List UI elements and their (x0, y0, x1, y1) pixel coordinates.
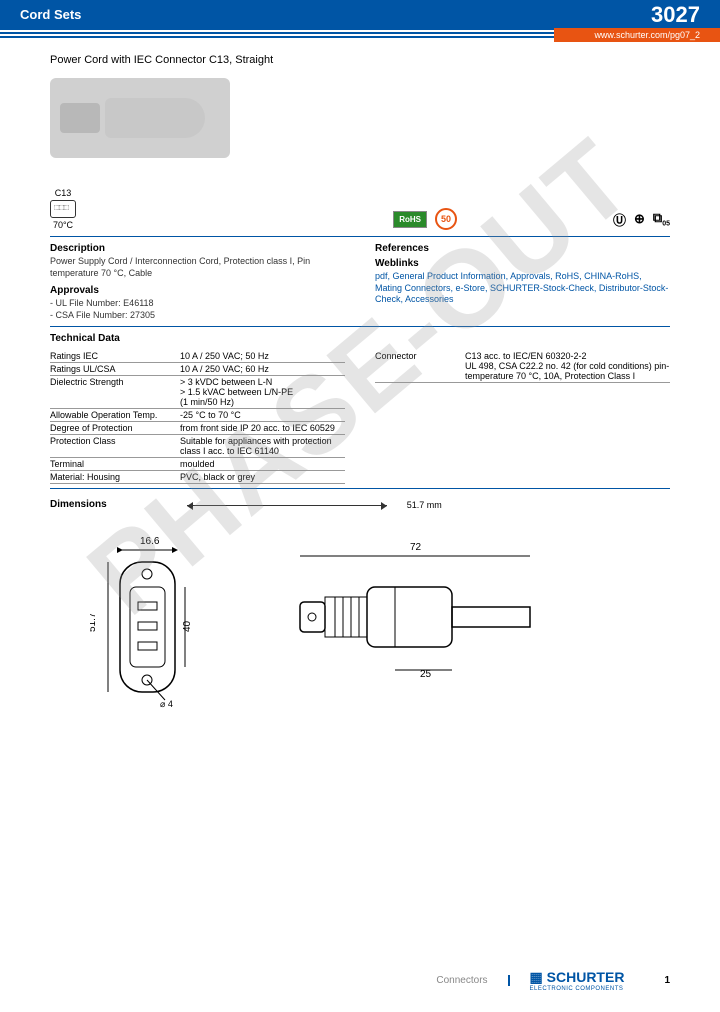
divider (50, 236, 670, 237)
dimensions-title: Dimensions (50, 499, 107, 510)
tech-row: Ratings UL/CSA10 A / 250 VAC; 60 Hz (50, 363, 345, 376)
tech-row: Dielectric Strength> 3 kVDC between L-N>… (50, 376, 345, 409)
part-number: 3027 (651, 2, 700, 28)
footer: Connectors ▦ SCHURTER ELECTRONIC COMPONE… (0, 969, 720, 992)
description-text: Power Supply Cord / Interconnection Cord… (50, 256, 345, 279)
svg-text:25: 25 (420, 669, 432, 680)
c13-temp: 70°C (50, 220, 76, 230)
dim-w: 16.6 (140, 536, 160, 547)
header-bar: Cord Sets 3027 (0, 0, 720, 28)
header-stripes: www.schurter.com/pg07_2 (0, 28, 720, 40)
weblinks-title: Weblinks (375, 258, 670, 269)
tech-row: Material: HousingPVC, black or grey (50, 471, 345, 484)
c13-label: C13 (50, 188, 76, 198)
divider (50, 326, 670, 327)
company-logo: ▦ SCHURTER (530, 969, 625, 985)
weblinks-text[interactable]: pdf, General Product Information, Approv… (375, 271, 670, 306)
front-drawing: 16.6 51.7 40 ⌀ 4 (90, 532, 230, 715)
tech-row: Degree of Protectionfrom front side IP 2… (50, 422, 345, 435)
approvals-title: Approvals (50, 285, 345, 296)
s50-icon: 50 (435, 208, 457, 230)
dim-total-line (187, 505, 387, 506)
svg-text:⌀ 4: ⌀ 4 (160, 699, 173, 709)
svg-text:72: 72 (410, 542, 422, 553)
sev-icon: ⧉05 (653, 210, 670, 228)
technical-title: Technical Data (50, 333, 670, 344)
category-title: Cord Sets (20, 7, 81, 22)
footer-category: Connectors (436, 975, 509, 986)
c13-icon: C13 70°C (50, 188, 76, 230)
svg-text:11: 11 (290, 611, 293, 622)
dim-total: 51.7 mm (407, 500, 442, 510)
product-subtitle: Power Cord with IEC Connector C13, Strai… (50, 54, 670, 66)
svg-text:40: 40 (182, 620, 193, 632)
approval-item: - UL File Number: E46118 (50, 298, 345, 310)
approval-item: - CSA File Number: 27305 (50, 310, 345, 322)
description-title: Description (50, 243, 345, 254)
tech-row: Protection ClassSuitable for appliances … (50, 435, 345, 458)
svg-text:51.7: 51.7 (90, 612, 98, 632)
page-number: 1 (664, 975, 670, 986)
references-title: References (375, 243, 670, 254)
tech-row: Allowable Operation Temp.-25 °C to 70 °C (50, 409, 345, 422)
csa-icon: ⊕ (634, 211, 645, 227)
tech-row: ConnectorC13 acc. to IEC/EN 60320-2-2UL … (375, 350, 670, 383)
tech-row: Terminalmoulded (50, 458, 345, 471)
side-drawing: 72 11 25 (290, 532, 550, 715)
company-tagline: ELECTRONIC COMPONENTS (530, 986, 625, 992)
ul-icon: Ⓤ (613, 210, 626, 229)
tech-row: Ratings IEC10 A / 250 VAC; 50 Hz (50, 350, 345, 363)
rohs-icon: RoHS (393, 211, 427, 228)
product-image (50, 78, 230, 158)
divider (50, 488, 670, 489)
